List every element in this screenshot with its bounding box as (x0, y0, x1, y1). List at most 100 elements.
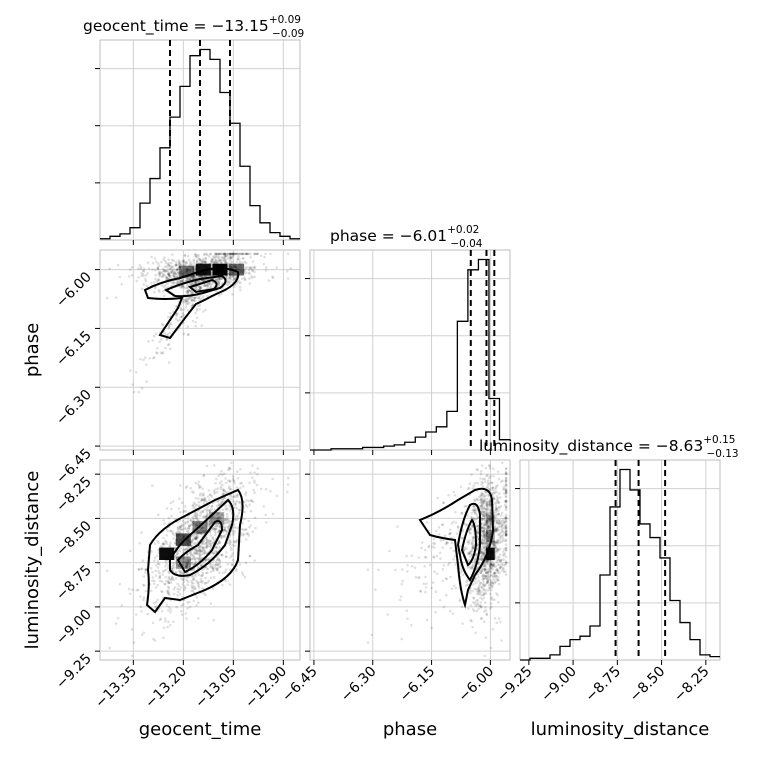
scatter-point (504, 500, 508, 504)
scatter-point (248, 554, 252, 558)
scatter-point (467, 530, 471, 533)
scatter-point (176, 582, 179, 586)
scatter-point (237, 511, 241, 515)
scatter-point (158, 576, 162, 579)
scatter-point (213, 539, 216, 542)
scatter-point (486, 479, 490, 483)
scatter-point (253, 491, 256, 495)
scatter-point (489, 565, 492, 569)
scatter-point (487, 575, 491, 579)
scatter-point (160, 260, 163, 264)
scatter-point (215, 279, 218, 282)
scatter-point (500, 523, 504, 527)
scatter-point (234, 506, 237, 509)
scatter-point (460, 605, 464, 609)
scatter-point (206, 294, 209, 298)
scatter-point (484, 523, 488, 526)
scatter-point (185, 527, 188, 531)
scatter-point (251, 276, 254, 280)
scatter-point (496, 547, 500, 551)
scatter-point (460, 511, 464, 515)
scatter-point (230, 554, 233, 557)
scatter-point (490, 481, 494, 485)
scatter-point (166, 579, 170, 583)
scatter-point (217, 277, 220, 281)
scatter-point (235, 526, 238, 530)
scatter-point (206, 505, 210, 509)
scatter-point (503, 521, 507, 524)
scatter-point (475, 517, 479, 520)
scatter-point (199, 514, 202, 517)
scatter-point (194, 296, 198, 299)
scatter-point (190, 544, 194, 548)
scatter-point (137, 568, 141, 571)
scatter-point (484, 507, 488, 511)
scatter-point (200, 546, 204, 549)
scatter-point (199, 294, 202, 298)
scatter-point (235, 470, 239, 473)
scatter-point (264, 521, 268, 524)
scatter-point (185, 558, 188, 562)
scatter-point (137, 568, 140, 571)
scatter-point (191, 523, 195, 527)
scatter-point (479, 582, 483, 585)
scatter-point (130, 654, 134, 658)
scatter-point (194, 324, 197, 328)
scatter-point (193, 557, 196, 561)
scatter-point (199, 492, 202, 495)
scatter-point (213, 527, 217, 531)
scatter-point (195, 253, 199, 257)
scatter-point (482, 592, 486, 596)
scatter-point (198, 548, 202, 552)
scatter-point (187, 278, 190, 282)
scatter-point (218, 509, 221, 513)
scatter-point (188, 289, 192, 293)
x-tick-label: −13.35 (92, 664, 140, 712)
scatter-point (212, 575, 216, 579)
scatter-point (175, 268, 179, 272)
scatter-point (195, 524, 199, 528)
scatter-point (504, 525, 508, 529)
scatter-point (253, 252, 256, 256)
scatter-point (175, 263, 179, 267)
scatter-point (487, 570, 490, 574)
scatter-point (493, 491, 496, 494)
scatter-point (205, 538, 209, 542)
scatter-point (434, 590, 438, 593)
scatter-point (469, 515, 473, 519)
y-tick-label: −8.75 (53, 562, 95, 604)
scatter-point (473, 559, 477, 563)
scatter-point (218, 571, 221, 574)
scatter-point (185, 291, 188, 294)
scatter-point (259, 254, 263, 257)
y-tick-label: −9.25 (53, 651, 95, 693)
scatter-point (156, 267, 160, 270)
scatter-point (484, 466, 488, 470)
scatter-point (200, 574, 203, 577)
scatter-point (473, 498, 476, 502)
scatter-point (470, 565, 474, 568)
scatter-point (204, 542, 208, 545)
scatter-point (224, 254, 227, 258)
scatter-point (183, 300, 187, 304)
scatter-point (162, 542, 165, 546)
scatter-point (232, 252, 235, 256)
scatter-point (190, 589, 193, 593)
scatter-point (190, 262, 193, 266)
scatter-point (198, 547, 201, 551)
scatter-point (488, 464, 492, 468)
scatter-point (227, 518, 230, 521)
scatter-point (485, 532, 489, 536)
scatter-point (192, 259, 195, 263)
scatter-point (206, 524, 209, 528)
scatter-point (218, 559, 221, 563)
scatter-point (186, 254, 190, 258)
scatter-point (217, 557, 220, 561)
scatter-point (208, 545, 212, 548)
scatter-point (218, 565, 221, 569)
scatter-point (486, 543, 489, 546)
scatter-point (191, 521, 195, 524)
scatter-point (164, 261, 168, 265)
scatter-point (182, 308, 186, 311)
scatter-point (169, 608, 173, 611)
